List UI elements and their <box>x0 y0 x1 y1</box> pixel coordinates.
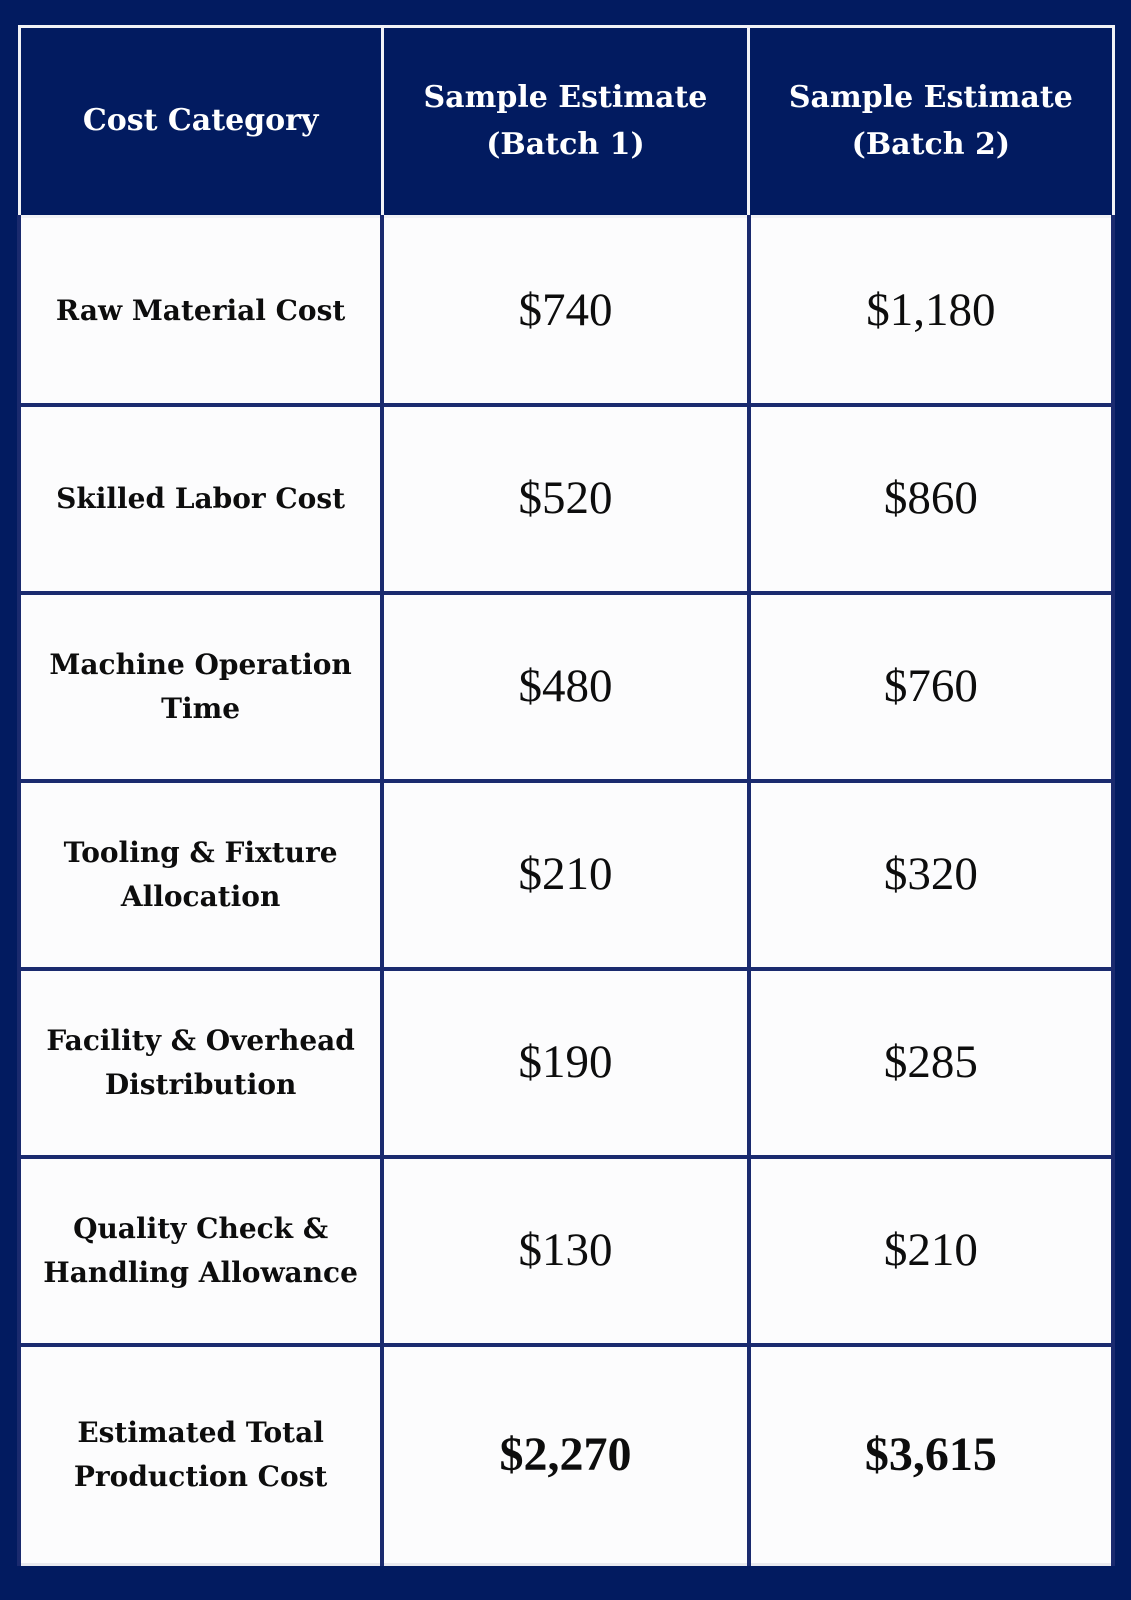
header-sample-estimate-batch2: Sample Estimate (Batch 2) <box>747 25 1115 218</box>
category-cell: Estimated Total Production Cost <box>16 1342 385 1566</box>
batch2-value-cell: $860 <box>746 402 1116 595</box>
batch1-value-cell: $480 <box>380 590 751 783</box>
category-cell: Skilled Labor Cost <box>16 402 385 595</box>
batch2-value-cell: $760 <box>746 590 1116 783</box>
batch1-value-cell: $2,270 <box>380 1342 751 1566</box>
category-cell: Machine Operation Time <box>16 590 385 783</box>
table-row: Estimated Total Production Cost $2,270 $… <box>16 1342 1116 1566</box>
table-row: Quality Check & Handling Allowance $130 … <box>16 1154 1116 1347</box>
batch1-value-cell: $130 <box>380 1154 751 1347</box>
table-row: Skilled Labor Cost $520 $860 <box>16 402 1116 595</box>
batch1-value-cell: $190 <box>380 966 751 1159</box>
category-cell: Tooling & Fixture Allocation <box>16 778 385 971</box>
category-cell: Raw Material Cost <box>16 215 385 407</box>
header-sample-estimate-batch1: Sample Estimate (Batch 1) <box>380 25 751 218</box>
table-header: Cost Category Sample Estimate (Batch 1) … <box>17 25 1115 218</box>
table-row: Machine Operation Time $480 $760 <box>16 590 1116 783</box>
header-row: Cost Category Sample Estimate (Batch 1) … <box>17 25 1115 218</box>
cost-table: Cost Category Sample Estimate (Batch 1) … <box>16 25 1116 1566</box>
category-cell: Facility & Overhead Distribution <box>16 966 385 1159</box>
table-body: Raw Material Cost $740 $1,180 Skilled La… <box>16 215 1116 1566</box>
batch2-value-cell: $210 <box>746 1154 1116 1347</box>
batch1-value-cell: $520 <box>380 402 751 595</box>
table-row: Tooling & Fixture Allocation $210 $320 <box>16 778 1116 971</box>
table-row: Raw Material Cost $740 $1,180 <box>16 215 1116 407</box>
batch2-value-cell: $3,615 <box>746 1342 1116 1566</box>
category-cell: Quality Check & Handling Allowance <box>16 1154 385 1347</box>
batch2-value-cell: $1,180 <box>746 215 1116 407</box>
header-cost-category: Cost Category <box>17 25 384 218</box>
batch1-value-cell: $740 <box>380 215 751 407</box>
table-row: Facility & Overhead Distribution $190 $2… <box>16 966 1116 1159</box>
batch2-value-cell: $285 <box>746 966 1116 1159</box>
batch2-value-cell: $320 <box>746 778 1116 971</box>
batch1-value-cell: $210 <box>380 778 751 971</box>
